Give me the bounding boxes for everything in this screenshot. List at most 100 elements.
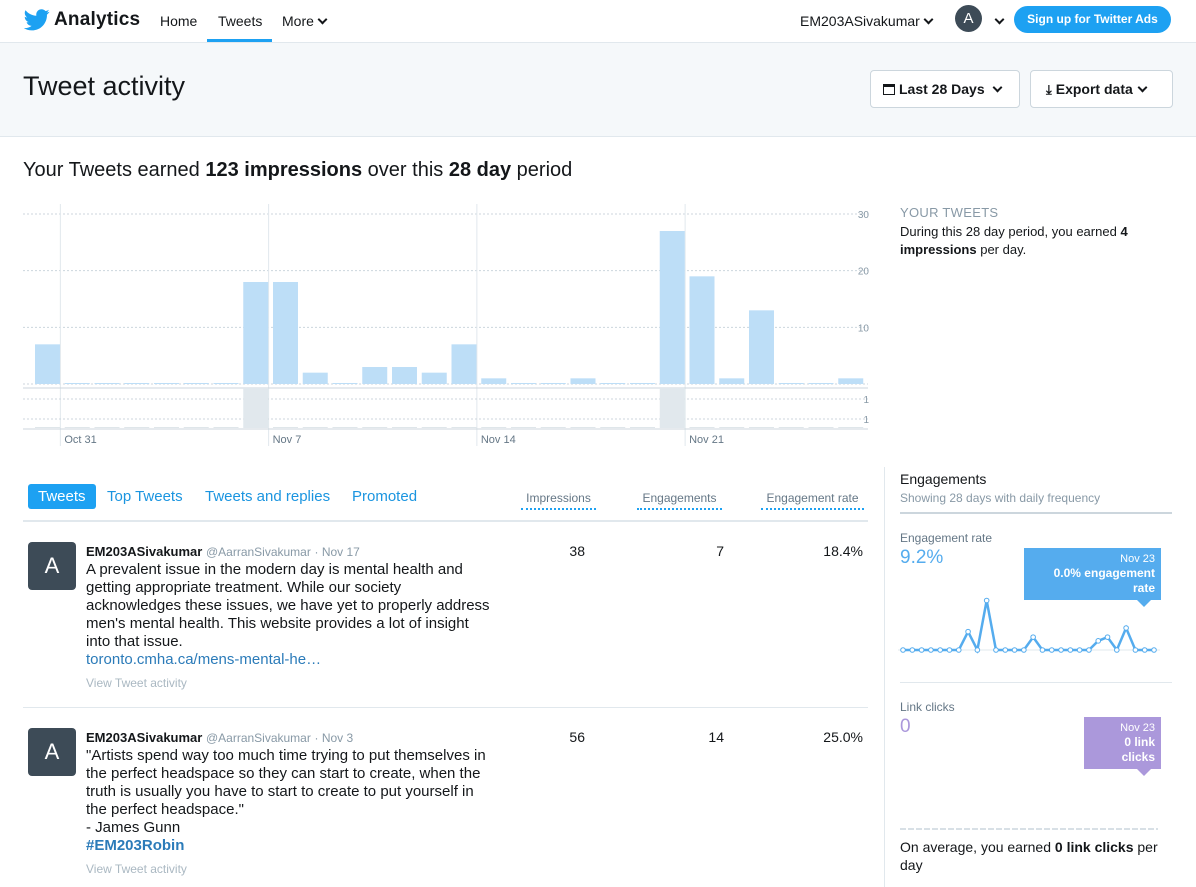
chevron-down-icon bbox=[1137, 82, 1148, 93]
brand-title[interactable]: Analytics bbox=[54, 9, 141, 30]
impressions-chart: 30 20 10 1 1 Oct 31 Nov 7 Nov 14 Nov 21 bbox=[23, 198, 875, 454]
y-tick-label: 1 bbox=[863, 415, 869, 426]
tweet-hashtag[interactable]: #EM203Robin bbox=[86, 837, 185, 854]
avatar[interactable]: A bbox=[28, 728, 76, 776]
chart-bar bbox=[183, 383, 209, 384]
link-clicks-label: Link clicks bbox=[900, 700, 955, 714]
tweet-row[interactable]: A EM203ASivakumar @AarranSivakumar · Nov… bbox=[23, 708, 868, 887]
sparkline-point bbox=[900, 647, 906, 653]
sparkline-point bbox=[1086, 647, 1092, 653]
chart-bar bbox=[392, 367, 417, 384]
twitter-bird-icon[interactable] bbox=[24, 9, 50, 31]
tweet-date[interactable]: · Nov 3 bbox=[314, 731, 354, 745]
tweet-author-handle[interactable]: @AarranSivakumar bbox=[205, 545, 311, 559]
secondary-bar bbox=[154, 427, 179, 428]
chart-bar bbox=[630, 383, 655, 384]
sparkline-point bbox=[928, 647, 934, 653]
chevron-down-icon[interactable] bbox=[994, 14, 1005, 25]
sparkline-point bbox=[937, 647, 943, 653]
link-clicks-average: On average, you earned 0 link clicks per… bbox=[900, 838, 1160, 874]
sparkline-point bbox=[946, 647, 953, 653]
sparkline-point bbox=[1030, 634, 1036, 640]
tweet-text-body: "Artists spend way too much time trying … bbox=[86, 747, 486, 818]
tweet-author-name[interactable]: EM203ASivakumar bbox=[86, 730, 203, 745]
y-tick-label: 30 bbox=[858, 210, 870, 221]
summary-period: 28 day bbox=[448, 159, 512, 181]
view-tweet-activity-link[interactable]: View Tweet activity bbox=[86, 676, 187, 690]
summary-middle: over this bbox=[367, 159, 444, 181]
download-icon: ⤓ bbox=[1046, 82, 1052, 97]
secondary-bar bbox=[332, 427, 358, 428]
column-engagements[interactable]: Engagements bbox=[637, 491, 722, 510]
secondary-bar bbox=[213, 427, 239, 428]
tweet-engagement-rate: 25.0% bbox=[823, 729, 863, 745]
secondary-bar bbox=[630, 427, 655, 428]
secondary-bar bbox=[689, 427, 715, 428]
export-label: Export data bbox=[1055, 81, 1133, 97]
your-tweets-text: During this 28 day period, you earned 4 … bbox=[900, 223, 1170, 259]
chart-bar bbox=[570, 378, 596, 384]
column-engagement-rate[interactable]: Engagement rate bbox=[761, 491, 864, 510]
tooltip-text: 0.0% engagement rate bbox=[1053, 566, 1155, 595]
date-range-button[interactable]: Last 28 Days bbox=[870, 70, 1020, 108]
summary-suffix: period bbox=[516, 159, 573, 181]
link-clicks-baseline bbox=[900, 828, 1158, 830]
secondary-bar bbox=[659, 388, 685, 428]
chart-bar bbox=[273, 282, 298, 384]
account-menu[interactable]: EM203ASivakumar bbox=[800, 13, 934, 29]
nav-more[interactable]: More bbox=[282, 13, 328, 29]
nav-home[interactable]: Home bbox=[160, 13, 198, 29]
chart-bar bbox=[808, 383, 834, 384]
chart-bar bbox=[332, 383, 358, 384]
chart-bar bbox=[778, 383, 804, 384]
chart-bar bbox=[35, 344, 60, 384]
avatar[interactable]: A bbox=[955, 5, 982, 32]
nav-active-indicator bbox=[207, 39, 272, 42]
column-impressions[interactable]: Impressions bbox=[521, 491, 596, 510]
chart-bar bbox=[600, 383, 626, 384]
secondary-bar bbox=[302, 427, 328, 428]
account-username: EM203ASivakumar bbox=[800, 13, 920, 29]
secondary-bar bbox=[35, 427, 60, 428]
view-tweet-activity-link[interactable]: View Tweet activity bbox=[86, 862, 187, 876]
chart-bar bbox=[64, 383, 90, 384]
tweet-text: A prevalent issue in the modern day is m… bbox=[86, 561, 496, 669]
export-data-button[interactable]: ⤓ Export data bbox=[1030, 70, 1173, 108]
tweet-header: EM203ASivakumar @AarranSivakumar · Nov 1… bbox=[86, 544, 360, 559]
sparkline-point bbox=[1011, 647, 1018, 653]
sparkline-point bbox=[1058, 647, 1064, 653]
tweet-link[interactable]: toronto.cmha.ca/mens-mental-he… bbox=[86, 651, 322, 668]
x-tick-label: Oct 31 bbox=[64, 434, 96, 446]
tweet-author-name[interactable]: EM203ASivakumar bbox=[86, 544, 203, 559]
date-range-label: Last 28 Days bbox=[899, 81, 985, 97]
tab-tweets-and-replies[interactable]: Tweets and replies bbox=[205, 488, 331, 505]
tooltip-date: Nov 23 bbox=[1120, 553, 1155, 565]
secondary-bar bbox=[183, 427, 209, 428]
secondary-bar bbox=[243, 388, 269, 428]
secondary-bar bbox=[838, 427, 864, 428]
sparkline-point bbox=[1002, 647, 1009, 653]
x-tick-label: Nov 21 bbox=[689, 434, 724, 446]
tweet-date[interactable]: · Nov 17 bbox=[314, 545, 360, 559]
tab-top-tweets[interactable]: Top Tweets bbox=[107, 488, 183, 505]
sign-up-ads-button[interactable]: Sign up for Twitter Ads bbox=[1014, 6, 1171, 33]
y-tick-label: 20 bbox=[858, 267, 870, 278]
avatar[interactable]: A bbox=[28, 542, 76, 590]
summary-impressions: 123 impressions bbox=[205, 159, 363, 181]
tweet-text-body: A prevalent issue in the modern day is m… bbox=[86, 561, 490, 650]
tab-tweets[interactable]: Tweets bbox=[28, 484, 96, 509]
calendar-icon bbox=[883, 84, 895, 95]
tweet-row[interactable]: A EM203ASivakumar @AarranSivakumar · Nov… bbox=[23, 522, 868, 708]
chart-bar bbox=[719, 378, 745, 384]
sparkline-point bbox=[983, 597, 990, 604]
nav-tweets[interactable]: Tweets bbox=[218, 13, 263, 29]
your-tweets-prefix: During this 28 day period, you earned bbox=[900, 224, 1117, 239]
y-tick-label: 10 bbox=[858, 323, 870, 334]
secondary-bar bbox=[570, 427, 596, 428]
engagement-rate-value: 9.2% bbox=[900, 547, 944, 568]
tab-promoted[interactable]: Promoted bbox=[352, 488, 418, 505]
tweet-author-handle[interactable]: @AarranSivakumar bbox=[205, 731, 311, 745]
secondary-bar bbox=[451, 427, 477, 428]
sparkline-point bbox=[1104, 634, 1111, 640]
link-clicks-value: 0 bbox=[900, 716, 911, 737]
